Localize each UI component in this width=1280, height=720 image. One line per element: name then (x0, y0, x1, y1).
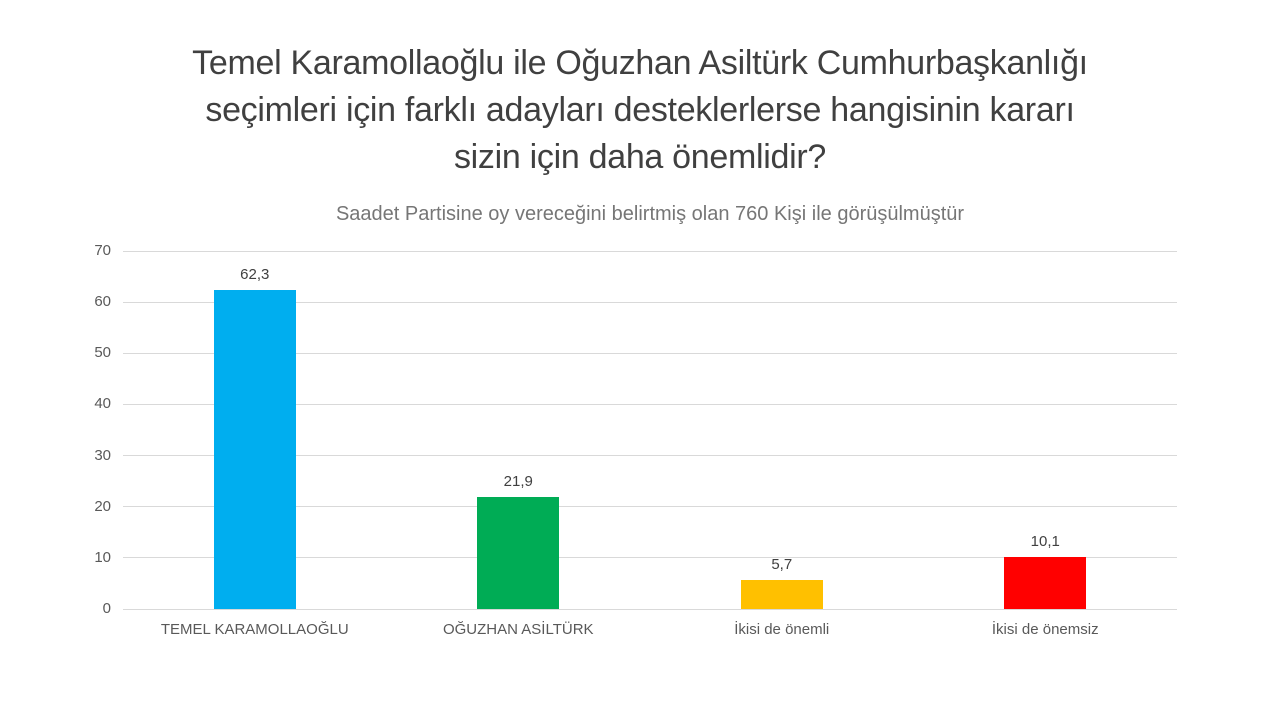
bar-value-label: 10,1 (1030, 533, 1060, 551)
category-label: İkisi de önemsiz (991, 621, 1099, 638)
page-title-line-3: sizin için daha önemlidir? (453, 138, 827, 176)
y-axis-tick-label: 0 (102, 600, 111, 617)
category-label: TEMEL KARAMOLLAOĞLU (160, 621, 349, 638)
y-axis-tick-label: 20 (94, 497, 111, 515)
gridline-y-10 (123, 557, 1177, 559)
category-label: OĞUZHAN ASİLTÜRK (442, 621, 594, 638)
bar-3 (740, 579, 823, 609)
gridline-y-70 (123, 250, 1177, 252)
y-axis-tick-label: 60 (94, 293, 111, 311)
bar-value-label: 5,7 (771, 555, 793, 573)
y-axis-tick-label: 10 (94, 548, 111, 566)
page-title-line-2: seçimleri için farklı adayları destekler… (205, 91, 1075, 129)
gridline-y-50 (123, 352, 1177, 354)
chart-subtitle: Saadet Partisine oy vereceğini belirtmiş… (335, 203, 965, 225)
plot-area: 0 10 20 30 40 50 60 70 62,3 TEMEL KARAMOLLAOĞLU 21… (94, 242, 1177, 638)
y-axis-tick-label: 70 (94, 242, 111, 259)
bar-4 (1004, 557, 1087, 609)
category-label: İkisi de önemli (734, 621, 830, 638)
bar-value-label: 62,3 (240, 266, 270, 284)
gridline-y-60 (123, 301, 1177, 303)
gridline-y-30 (123, 455, 1177, 457)
bar-value-label: 21,9 (503, 473, 533, 490)
page-title-line-1: Temel Karamollaoğlu ile Oğuzhan Asiltürk… (192, 44, 1088, 82)
y-axis-tick-label: 40 (94, 395, 111, 413)
gridline-y-0 (123, 608, 1177, 610)
y-axis-tick-label: 50 (94, 344, 111, 362)
gridline-y-40 (123, 403, 1177, 405)
page-title: Temel Karamollaoğlu ile Oğuzhan Asiltürk… (0, 40, 1280, 181)
bar-2 (477, 497, 560, 609)
y-axis-tick-label: 30 (94, 446, 111, 464)
bar-1 (213, 290, 296, 609)
gridline-y-20 (123, 506, 1177, 508)
